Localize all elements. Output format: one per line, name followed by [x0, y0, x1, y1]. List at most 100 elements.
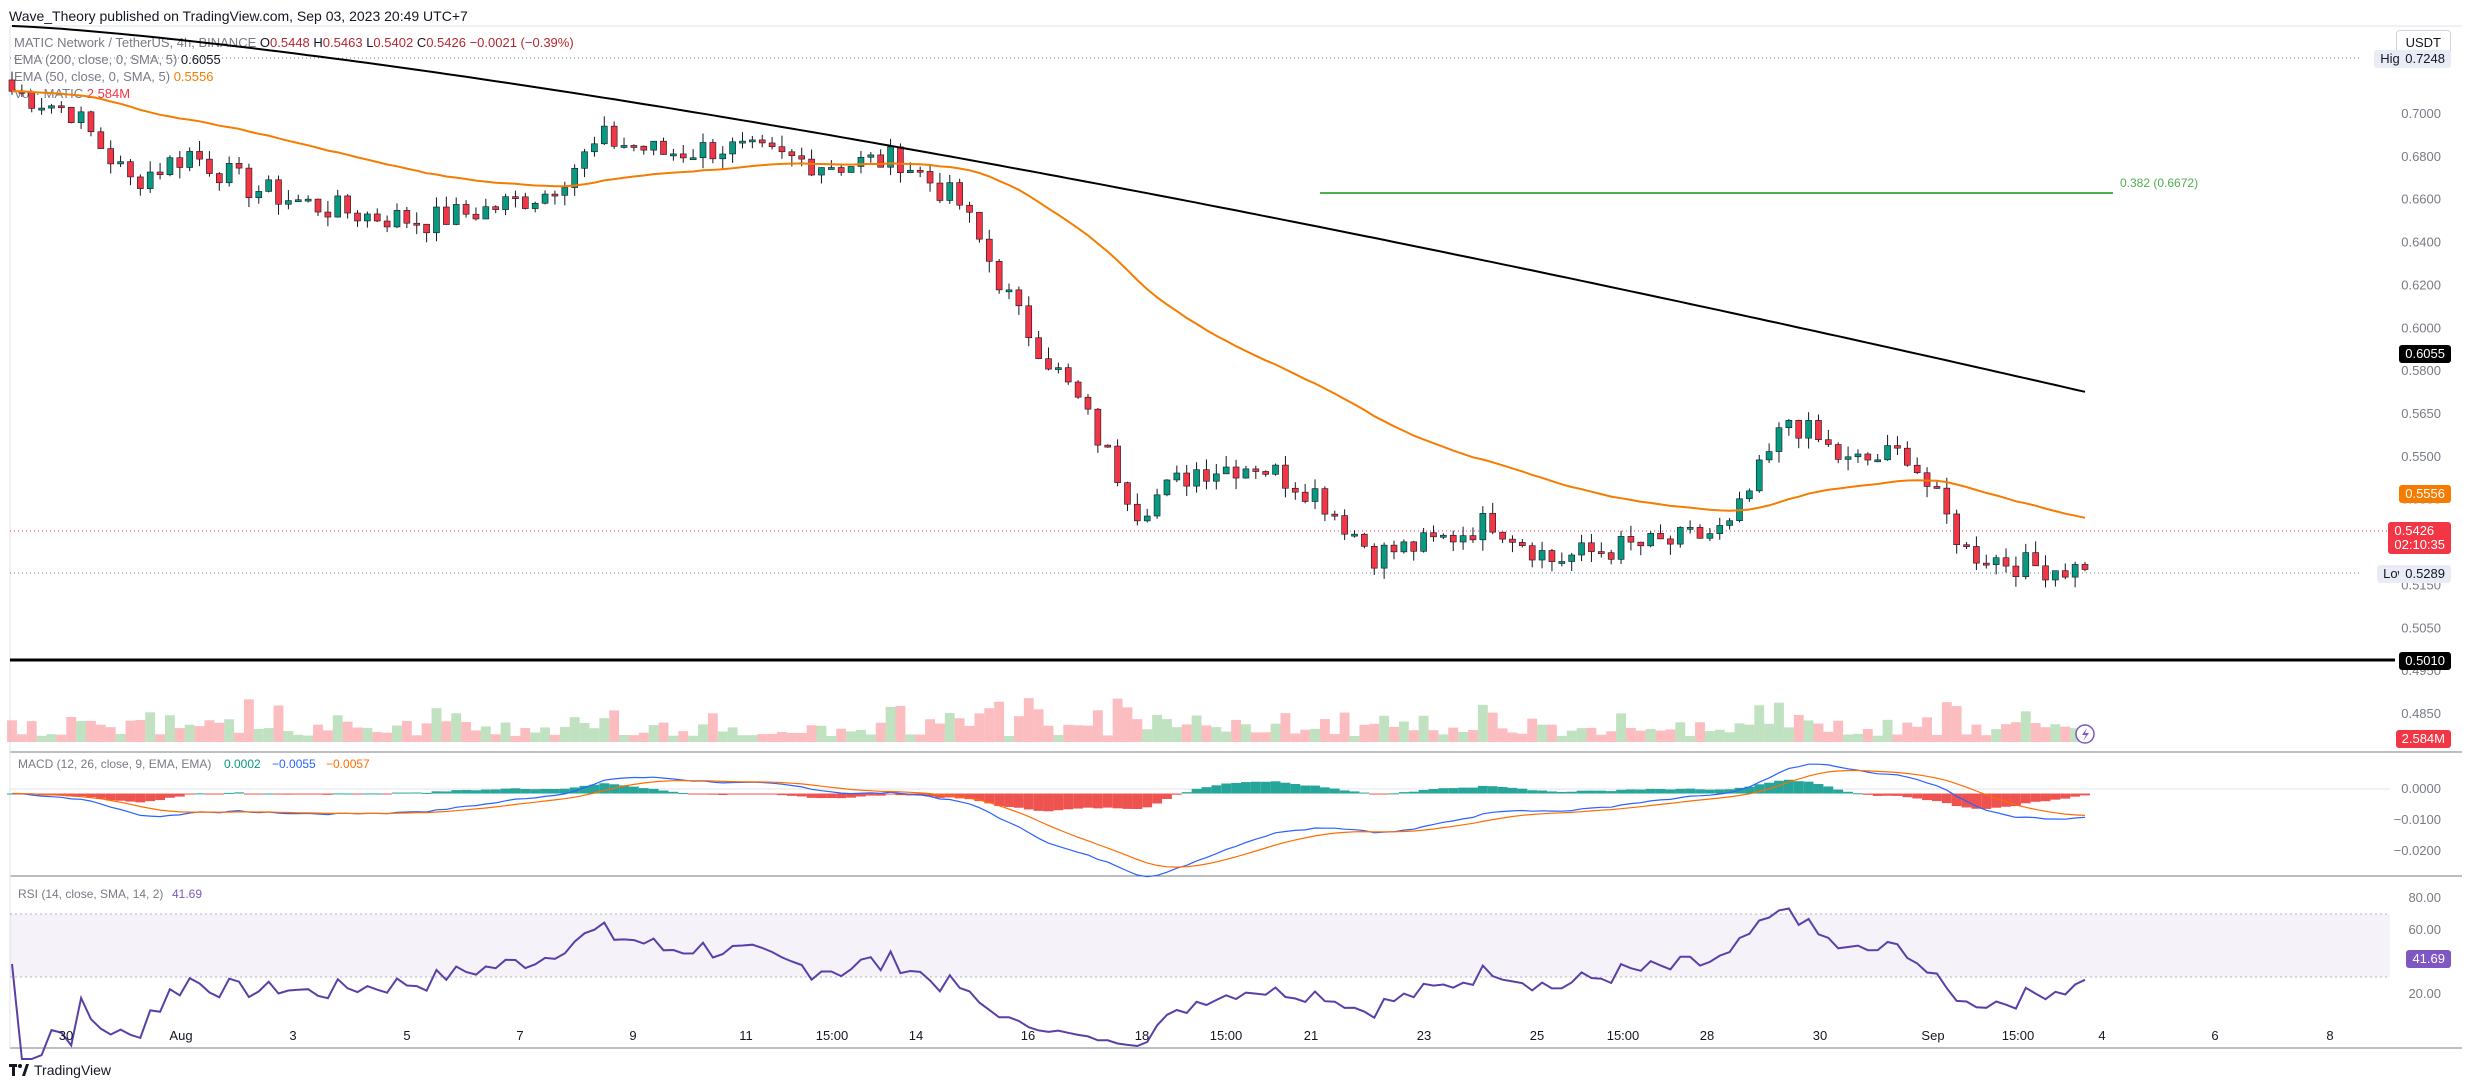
- macd-hist-bar: [1477, 785, 1488, 794]
- macd-hist-bar: [1379, 793, 1390, 795]
- macd-hist-bar: [895, 793, 906, 796]
- macd-hist-bar: [1596, 790, 1607, 794]
- rsi-tick-label: 60.00: [2408, 922, 2441, 937]
- candle: [1894, 445, 1901, 449]
- candle: [1153, 494, 1161, 517]
- volume-bar: [56, 734, 67, 742]
- volume-bar: [648, 725, 659, 742]
- candle: [2071, 564, 2079, 578]
- macd-hist-bar: [1280, 782, 1291, 794]
- macd-hist-bar: [1142, 793, 1153, 808]
- candle: [926, 171, 934, 184]
- candle: [482, 206, 490, 220]
- volume-bar: [451, 713, 462, 742]
- macd-hist-bar: [421, 792, 432, 794]
- macd-hist-bar: [490, 789, 501, 794]
- macd-hist-bar: [836, 793, 847, 799]
- volume-legend[interactable]: Vol · MATIC 2.584M: [14, 85, 574, 102]
- candle: [1805, 420, 1812, 439]
- volume-bar: [392, 725, 402, 742]
- macd-hist-bar: [2040, 793, 2051, 802]
- candle: [1746, 490, 1753, 500]
- candle: [393, 210, 401, 228]
- time-tick-label: 3: [289, 1028, 296, 1043]
- volume-bar: [1586, 727, 1597, 742]
- macd-hist-bar: [638, 788, 649, 794]
- volume-bar: [964, 725, 975, 742]
- candle: [2012, 565, 2020, 578]
- price-axis[interactable]: 0.7000 0.6800 0.6600 0.6400 0.6200 0.6000 0.58…: [2401, 106, 2441, 721]
- candle: [1410, 541, 1418, 552]
- candle: [591, 143, 598, 153]
- volume-bar: [461, 722, 472, 742]
- macd-hist-bar: [2060, 793, 2071, 799]
- macd-hist-bar: [1250, 781, 1261, 794]
- volume-bar: [2070, 728, 2081, 742]
- macd-hist-bar: [1221, 783, 1232, 794]
- candle: [1351, 533, 1358, 537]
- macd-hist-bar: [628, 786, 639, 794]
- candle: [1923, 472, 1931, 487]
- candle: [146, 171, 154, 189]
- candle: [1953, 513, 1960, 546]
- candle: [1499, 531, 1506, 540]
- macd-hist-bar: [688, 793, 699, 795]
- volume-bar: [1833, 720, 1844, 742]
- macd-hist-bar: [1576, 790, 1587, 794]
- macd-hist-bar: [461, 789, 472, 794]
- candle: [314, 198, 322, 213]
- rsi-label[interactable]: RSI (14, close, SMA, 14, 2): [18, 887, 163, 901]
- main-legend: MATIC Network / TetherUS, 4h, BINANCE O0…: [14, 34, 574, 102]
- candle: [512, 196, 519, 199]
- volume-bar: [1477, 704, 1488, 742]
- volume-bar: [204, 720, 215, 742]
- candle: [1331, 513, 1339, 517]
- ema50-legend[interactable]: EMA (50, close, 0, SMA, 5) 0.5556: [14, 68, 574, 85]
- candle: [867, 154, 875, 158]
- macd-label[interactable]: MACD (12, 26, close, 9, EMA, EMA): [18, 757, 211, 771]
- last-price-value: 0.5426: [2394, 523, 2435, 538]
- volume-bar: [1931, 734, 1942, 742]
- macd-hist-bar: [1053, 793, 1064, 811]
- macd-hist-bar: [915, 793, 926, 796]
- candle: [2052, 570, 2059, 581]
- lightning-icon[interactable]: [2075, 724, 2095, 744]
- candle: [1104, 444, 1112, 448]
- candle: [1943, 487, 1951, 515]
- macd-hist-bar: [1290, 784, 1301, 794]
- volume-bar: [984, 708, 995, 742]
- macd-hist-bar: [165, 793, 175, 798]
- tradingview-logo[interactable]: TradingView: [9, 1062, 111, 1078]
- volume-bar: [846, 731, 857, 742]
- candle: [294, 199, 302, 203]
- candle: [1765, 451, 1773, 461]
- macd-hist-bar: [1882, 793, 1893, 796]
- volume-bar: [1497, 728, 1508, 742]
- macd-hist-bar: [796, 793, 807, 797]
- macd-hist-bar: [885, 793, 896, 795]
- volume-bar: [1606, 731, 1617, 742]
- time-axis[interactable]: 30 Aug 3 5 7 9 11 15:00 14 16 18 15:00 21 23 25 15:00 28…: [59, 1028, 2334, 1043]
- ema200-legend[interactable]: EMA (200, close, 0, SMA, 5) 0.6055: [14, 51, 574, 68]
- candle: [837, 167, 845, 173]
- macd-hist-bar: [1675, 788, 1686, 794]
- candle: [1203, 469, 1210, 482]
- volume-bar: [125, 720, 136, 742]
- time-tick-label: 15:00: [2002, 1028, 2035, 1043]
- candle: [1755, 459, 1763, 492]
- volume-bar: [234, 732, 244, 742]
- volume-bar: [944, 712, 955, 742]
- ema200-label: EMA (200, close, 0, SMA, 5): [14, 52, 178, 67]
- candle: [1321, 488, 1329, 515]
- candle: [58, 105, 65, 109]
- volume-bar: [826, 735, 837, 742]
- candle: [640, 145, 648, 151]
- volume-bar: [26, 721, 37, 742]
- candle: [1489, 513, 1497, 533]
- volume-bar: [1902, 722, 1913, 742]
- macd-hist-bar: [105, 793, 116, 801]
- macd-hist-bar: [1458, 787, 1469, 794]
- candle: [1173, 472, 1181, 481]
- symbol-name[interactable]: MATIC Network / TetherUS, 4h, BINANCE: [14, 35, 257, 50]
